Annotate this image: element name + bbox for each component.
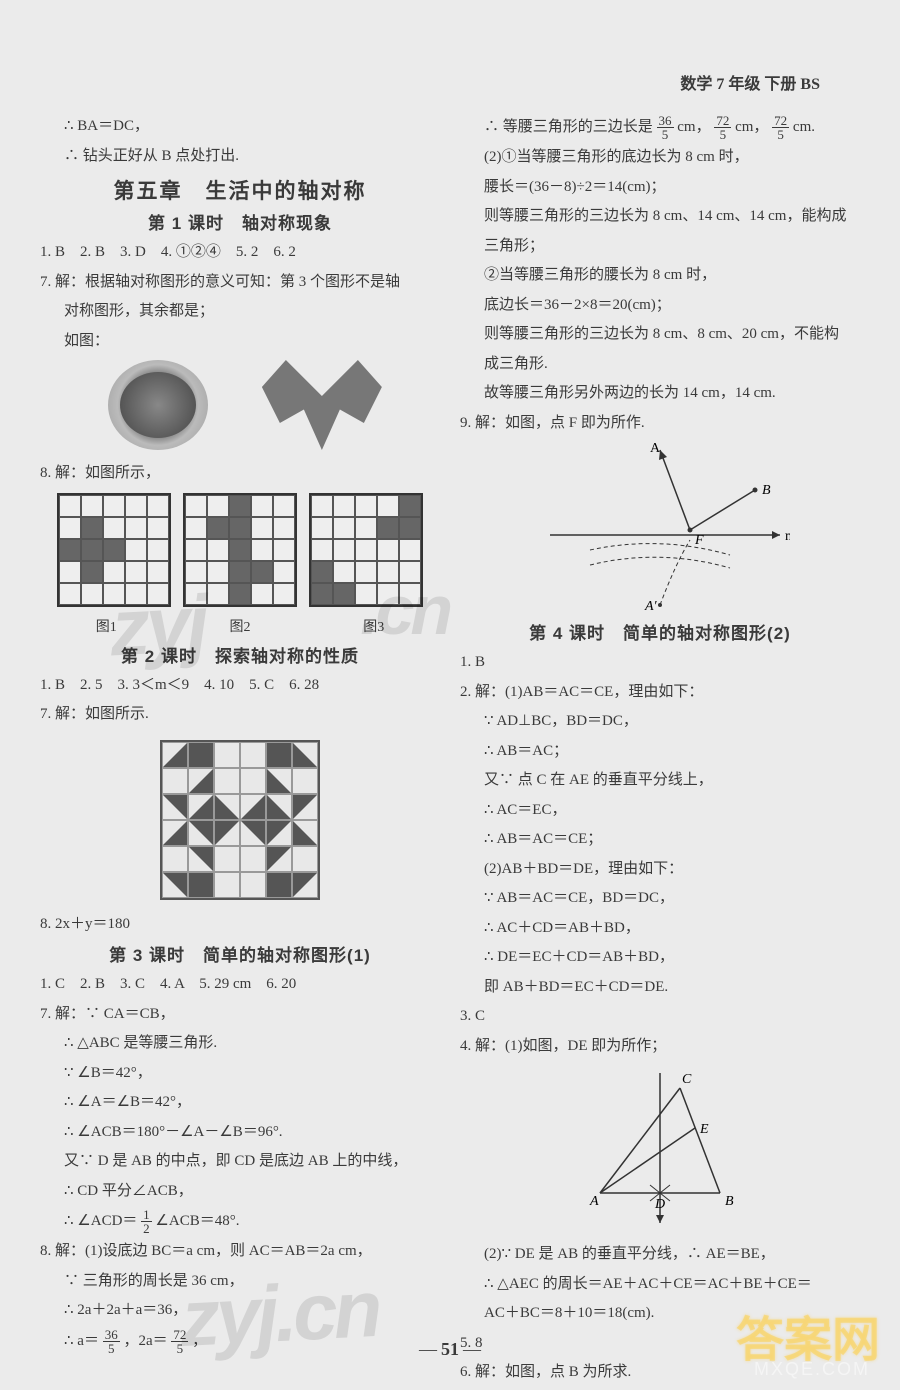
grid-labels: 图1 图2 图3 [40,616,440,636]
text: 底边长＝36－2×8＝20(cm)； [460,293,860,319]
page-number: 51 [415,1339,485,1360]
section-title: 第 2 课时 探索轴对称的性质 [40,642,440,667]
text: ∴ ∠A＝∠B＝42°， [40,1090,440,1116]
text: ∴ AC＋CD＝AB＋BD， [460,916,860,942]
text: ∵ AD⊥BC，BD＝DC， [460,709,860,735]
answers: 1. B 2. B 3. D 4. ①②④ 5. 2 6. 2 [40,240,440,266]
svg-reflection: m A B F A′ [530,440,790,610]
text: ∴ ∠ACB＝180°－∠A－∠B＝96°. [40,1120,440,1146]
text: ∴ AB＝AC； [460,739,860,765]
chapter-title: 第五章 生活中的轴对称 [40,175,440,205]
text: ∵ 三角形的周长是 36 cm， [40,1269,440,1295]
svg-text:C: C [682,1072,692,1087]
grid-figures [40,493,440,610]
svg-triangle: A B C D E [560,1063,760,1233]
text: ∴ DE＝EC＋CD＝AB＋BD， [460,945,860,971]
svg-text:F: F [694,533,704,548]
answers: 1. C 2. B 3. C 4. A 5. 29 cm 6. 20 [40,972,440,998]
text: ②当等腰三角形的腰长为 8 cm 时， [460,263,860,289]
butterfly-icon [262,360,382,450]
t: ， [192,1332,207,1348]
fraction: 725 [772,114,789,141]
text: 对称图形，其余都是； [40,299,440,325]
text: ∴ ∠ACD＝ 12 ∠ACB＝48°. [40,1208,440,1235]
t: ，2a＝ [123,1332,167,1348]
text: ∴ △AEC 的周长＝AE＋AC＋CE＝AC＋BE＋CE＝ [460,1272,860,1298]
text: 又∵ D 是 AB 的中点，即 CD 是底边 AB 上的中线， [40,1149,440,1175]
label: 图1 [41,616,171,636]
t: ∴ ∠ACD＝ [64,1213,137,1229]
fraction: 725 [714,114,731,141]
section-title: 第 3 课时 简单的轴对称图形(1) [40,941,440,966]
fraction: 365 [657,114,674,141]
text: 3. C [460,1004,860,1030]
text: 故等腰三角形另外两边的长为 14 cm，14 cm. [460,381,860,407]
answers: 1. B 2. 5 3. 3＜m＜9 4. 10 5. C 6. 28 [40,673,440,699]
page-header: 数学 7 年级 下册 BS [680,70,820,94]
text: ∴ a＝ 365 ，2a＝ 725 ， [40,1328,440,1355]
text: 又∵ 点 C 在 AE 的垂直平分线上， [460,768,860,794]
text: ∴ △ABC 是等腰三角形. [40,1031,440,1057]
text: 三角形； [460,234,860,260]
text: 9. 解：如图，点 F 即为所作. [460,411,860,437]
svg-text:A′: A′ [644,599,658,610]
text: ∴ AC＝EC， [460,798,860,824]
text: 2. 解：(1)AB＝AC＝CE，理由如下： [460,680,860,706]
text: ∵ AB＝AC＝CE，BD＝DC， [460,886,860,912]
svg-text:E: E [699,1122,709,1137]
text: 腰长＝(36－8)÷2＝14(cm)； [460,175,860,201]
svg-text:A: A [650,441,661,456]
text: ∴ CD 平分∠ACB， [40,1179,440,1205]
fraction: 365 [103,1328,120,1355]
section-title: 第 4 课时 简单的轴对称图形(2) [460,619,860,644]
svg-text:D: D [654,1197,665,1212]
text: 8. 解：如图所示， [40,461,440,487]
text: 7. 解：如图所示. [40,702,440,728]
text: 如图： [40,329,440,355]
text: 8. 解：(1)设底边 BC＝a cm，则 AC＝AB＝2a cm， [40,1239,440,1265]
svg-text:B: B [725,1194,734,1209]
text: ∴ BA＝DC， [40,114,440,140]
text: ∴ 2a＋2a＋a＝36， [40,1298,440,1324]
emblem-icon [108,360,208,450]
label: 图3 [309,616,439,636]
t: cm， [677,119,710,135]
fraction: 12 [141,1208,152,1235]
svg-text:A: A [589,1194,599,1209]
text: (2)AB＋BD＝DE，理由如下： [460,857,860,883]
text: 则等腰三角形的三边长为 8 cm、14 cm、14 cm，能构成 [460,204,860,230]
text: 7. 解：∵ CA＝CB， [40,1002,440,1028]
reflection-figure: m A B F A′ [460,440,860,615]
section-title: 第 1 课时 轴对称现象 [40,209,440,234]
text: 即 AB＋BD＝EC＋CD＝DE. [460,975,860,1001]
svg-text:B: B [762,483,771,498]
t: ∴ a＝ [64,1332,99,1348]
t: cm， [735,119,768,135]
text: ∵ ∠B＝42°， [40,1061,440,1087]
svg-text:m: m [785,529,790,544]
text: (2)∵ DE 是 AB 的垂直平分线，∴ AE＝BE， [460,1242,860,1268]
text: 8. 2x＋y＝180 [40,912,440,938]
left-column: ∴ BA＝DC， ∴ 钻头正好从 B 点处打出. 第五章 生活中的轴对称 第 1… [40,110,440,1359]
t: ∠ACB＝48°. [155,1213,239,1229]
text: ∴ 等腰三角形的三边长是 365 cm， 725 cm， 725 cm. [460,114,860,141]
triangle-figure: A B C D E [460,1063,860,1238]
t: ∴ 等腰三角形的三边长是 [484,119,653,135]
text: ∴ 钻头正好从 B 点处打出. [40,144,440,170]
text: 则等腰三角形的三边长为 8 cm、8 cm、20 cm，不能构 [460,322,860,348]
page: 数学 7 年级 下册 BS ∴ BA＝DC， ∴ 钻头正好从 B 点处打出. 第… [40,90,860,1360]
fraction: 725 [171,1328,188,1355]
t: cm. [793,119,815,135]
text: 7. 解：根据轴对称图形的意义可知：第 3 个图形不是轴 [40,270,440,296]
figure-emblems [40,360,440,455]
text: ∴ AB＝AC＝CE； [460,827,860,853]
text: 成三角形. [460,352,860,378]
text: (2)①当等腰三角形的底边长为 8 cm 时， [460,145,860,171]
answers: 1. B [460,650,860,676]
stamp-url: MXQE.COM [754,1359,870,1380]
label: 图2 [175,616,305,636]
right-column: ∴ 等腰三角形的三边长是 365 cm， 725 cm， 725 cm. (2)… [460,110,860,1390]
text: 4. 解：(1)如图，DE 即为所作； [460,1034,860,1060]
pattern-grid [40,732,440,908]
